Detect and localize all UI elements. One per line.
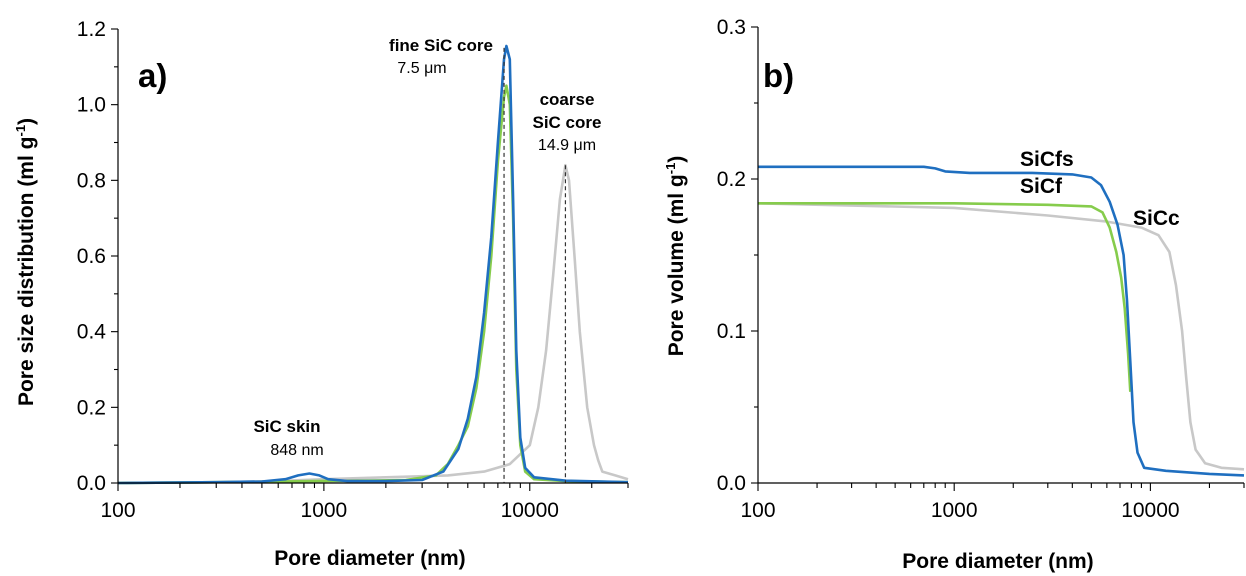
- panel-b-label: b): [763, 57, 794, 94]
- b-y-tick-label: 0.3: [717, 16, 746, 39]
- panel-a-label: a): [138, 57, 167, 94]
- a-y-tick-label: 0.0: [77, 472, 106, 495]
- series-line-sicfs: [758, 165, 1245, 477]
- series-line-sicf: [758, 202, 1132, 392]
- series-line-sicc: [117, 163, 629, 485]
- a-x-tick-label: 1000: [301, 499, 348, 522]
- annotation-fine-sic-core: fine SiC core: [389, 36, 493, 55]
- b-y-tick-label: 0.2: [717, 168, 746, 191]
- series-label-sicfs: SiCfs: [1020, 148, 1074, 171]
- a-y-tick-label: 0.6: [77, 245, 106, 268]
- annotation-fine-sic-core-value: 7.5 μm: [397, 60, 446, 77]
- panel-b-ylabel: Pore volume (ml g-1): [663, 156, 688, 357]
- b-x-tick-label: 100: [740, 499, 775, 522]
- a-y-tick-label: 0.2: [77, 396, 106, 419]
- annotation-sic-core: SiC core: [533, 113, 602, 132]
- a-y-tick-label: 0.8: [77, 169, 106, 192]
- a-y-tick-label: 1.2: [77, 18, 106, 41]
- a-y-tick-label: 1.0: [77, 94, 106, 117]
- annotation-coarse-value: 14.9 μm: [538, 137, 596, 154]
- a-x-tick-label: 10000: [501, 499, 559, 522]
- annotation-coarse: coarse: [540, 90, 595, 109]
- panel-a-ylabel: Pore size distribution (ml g-1): [13, 118, 38, 406]
- series-line-sicfs: [117, 44, 629, 485]
- panel-a-xlabel: Pore diameter (nm): [274, 547, 465, 570]
- panel-b-xlabel: Pore diameter (nm): [902, 550, 1093, 573]
- series-line-sicc: [757, 202, 1245, 471]
- b-x-tick-label: 10000: [1121, 499, 1179, 522]
- panel-b: 100 1000 10000 0.0 0.1 0.2 0.3 b) Pore diamete…: [663, 16, 1245, 573]
- series-label-sicf: SiCf: [1020, 175, 1063, 198]
- b-x-tick-label: 1000: [931, 499, 978, 522]
- b-y-tick-label: 0.1: [717, 320, 746, 343]
- b-y-tick-label: 0.0: [717, 472, 746, 495]
- annotation-sic-skin: SiC skin: [253, 417, 320, 436]
- series-label-sicc: SiCc: [1133, 207, 1180, 230]
- annotation-sic-skin-value: 848 nm: [270, 442, 323, 459]
- a-x-tick-label: 100: [100, 499, 135, 522]
- panel-a: 100 1000 10000 0.0 0.2 0.4 0.6 0.8 1.0 1.2 a) Por…: [13, 18, 629, 570]
- a-y-tick-label: 0.4: [77, 321, 107, 344]
